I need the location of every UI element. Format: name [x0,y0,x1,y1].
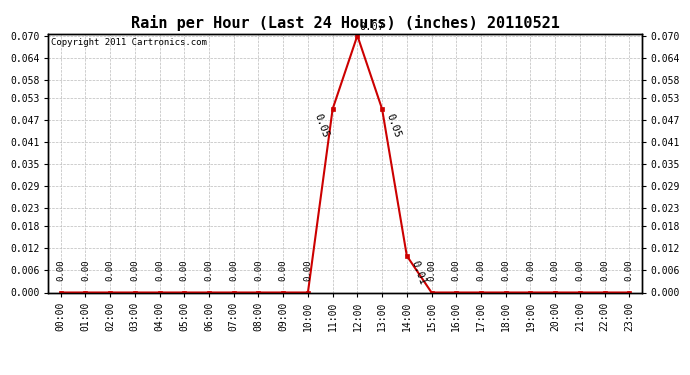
Text: 0.00: 0.00 [551,260,560,282]
Text: 0.00: 0.00 [106,260,115,282]
Text: 0.00: 0.00 [204,260,213,282]
Text: 0.00: 0.00 [304,260,313,282]
Text: 0.00: 0.00 [155,260,164,282]
Title: Rain per Hour (Last 24 Hours) (inches) 20110521: Rain per Hour (Last 24 Hours) (inches) 2… [130,15,560,31]
Text: 0.00: 0.00 [180,260,189,282]
Text: 0.00: 0.00 [130,260,139,282]
Text: 0.00: 0.00 [56,260,65,282]
Text: 0.00: 0.00 [452,260,461,282]
Text: 0.07: 0.07 [360,22,385,32]
Text: 0.00: 0.00 [526,260,535,282]
Text: 0.00: 0.00 [625,260,634,282]
Text: 0.00: 0.00 [501,260,510,282]
Text: 0.00: 0.00 [229,260,238,282]
Text: Copyright 2011 Cartronics.com: Copyright 2011 Cartronics.com [51,38,207,46]
Text: 0.05: 0.05 [312,112,331,140]
Text: 0.00: 0.00 [279,260,288,282]
Text: 0.00: 0.00 [254,260,263,282]
Text: 0.00: 0.00 [81,260,90,282]
Text: 0.01: 0.01 [409,260,427,286]
Text: 0.00: 0.00 [477,260,486,282]
Text: 0.05: 0.05 [384,112,402,140]
Text: 0.00: 0.00 [427,260,436,282]
Text: 0.00: 0.00 [575,260,584,282]
Text: 0.00: 0.00 [600,260,609,282]
